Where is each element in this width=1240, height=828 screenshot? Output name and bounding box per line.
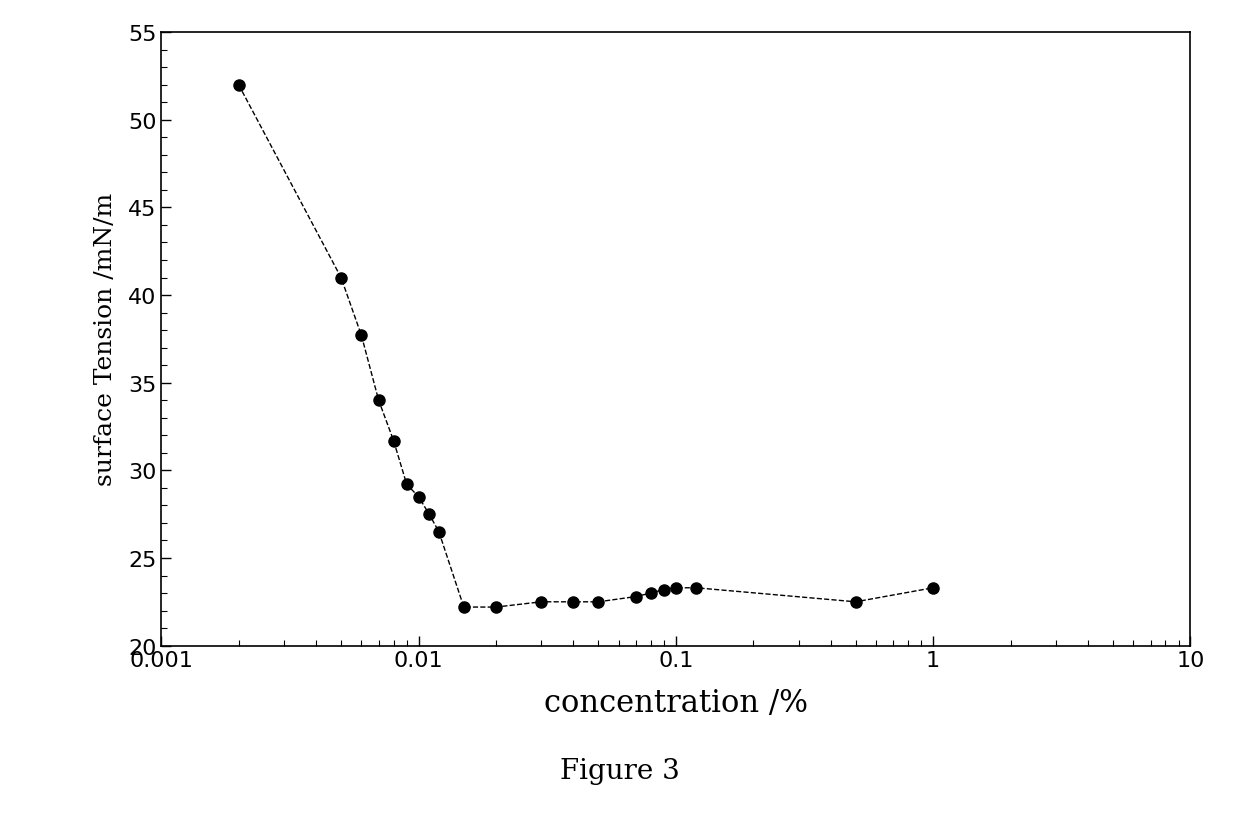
X-axis label: concentration /%: concentration /%: [544, 687, 807, 718]
Y-axis label: surface Tension /mN/m: surface Tension /mN/m: [94, 193, 117, 486]
Text: Figure 3: Figure 3: [560, 758, 680, 784]
